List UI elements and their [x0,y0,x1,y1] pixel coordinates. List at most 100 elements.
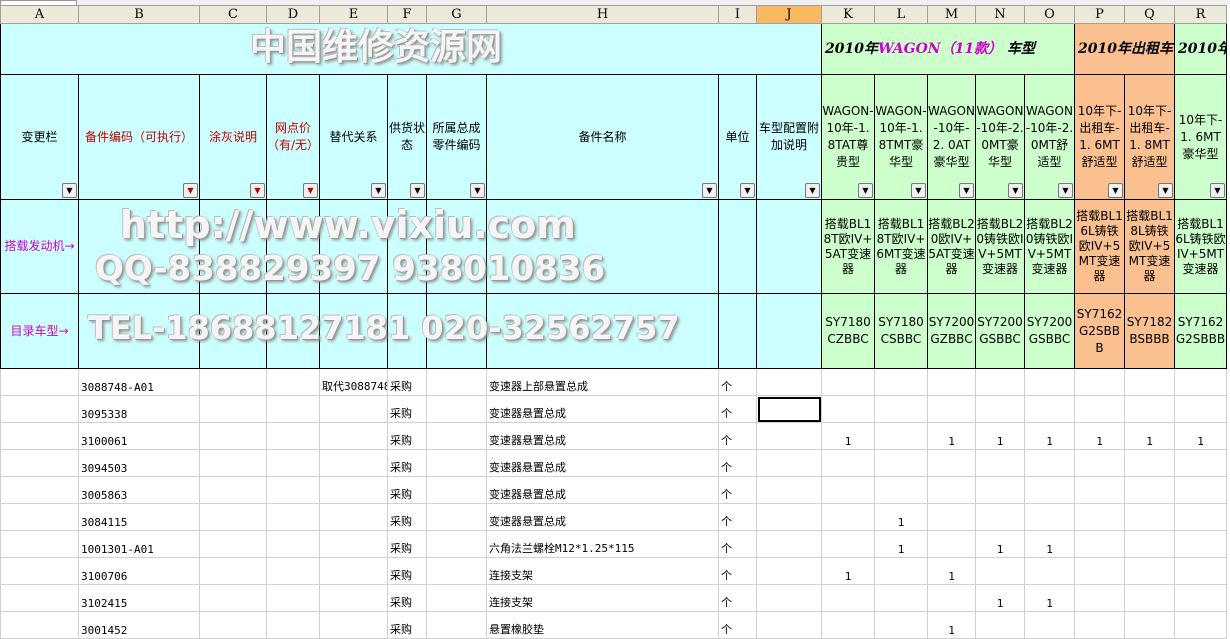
cell[interactable] [426,368,487,396]
quantity-Q[interactable] [1124,503,1175,531]
filter-dropdown-icon[interactable]: ▼ [740,183,755,198]
model-cell[interactable]: SY7162G2SBBB [1174,293,1227,369]
part-code[interactable]: 3094503 [78,449,200,477]
cell[interactable] [266,476,320,504]
filter-dropdown-icon[interactable]: ▼ [470,183,485,198]
header-F[interactable]: 供货状态 ▼ [387,74,427,200]
quantity-K[interactable] [821,530,875,558]
supply-status[interactable]: 采购 [387,584,427,612]
quantity-Q[interactable] [1124,611,1175,639]
quantity-P[interactable] [1074,449,1125,477]
cell[interactable] [266,449,320,477]
column-header-Q[interactable]: Q [1124,5,1175,24]
quantity-N[interactable]: 1 [975,530,1025,558]
unit[interactable]: 个 [718,611,757,639]
quantity-Q[interactable] [1124,476,1175,504]
supply-status[interactable]: 采购 [387,476,427,504]
part-name[interactable]: 变速器上部悬置总成 [486,368,719,396]
cell[interactable] [756,422,822,450]
quantity-L[interactable] [874,476,928,504]
quantity-R[interactable]: 1 [1174,422,1227,450]
cell[interactable] [199,368,267,396]
quantity-K[interactable] [821,368,875,396]
replacement[interactable] [319,476,388,504]
blank-cell[interactable] [718,199,757,294]
quantity-N[interactable] [975,368,1025,396]
filter-dropdown-icon[interactable]: ▼ [805,183,820,198]
filter-dropdown-icon[interactable]: ▼ [1210,183,1225,198]
model-cell[interactable]: SY7182BSBBB [1124,293,1175,369]
quantity-K[interactable]: 1 [821,422,875,450]
quantity-P[interactable] [1074,503,1125,531]
cell[interactable] [426,584,487,612]
cell[interactable] [199,503,267,531]
part-name[interactable]: 变速器悬置总成 [486,476,719,504]
quantity-R[interactable] [1174,395,1227,423]
replacement[interactable] [319,557,388,585]
blank-cell[interactable] [319,199,388,294]
engine-cell[interactable]: 搭载BL18L铸铁欧IV+5MT变速器 [1124,199,1175,294]
quantity-P[interactable] [1074,368,1125,396]
part-code[interactable]: 3100061 [78,422,200,450]
quantity-O[interactable]: 1 [1024,530,1075,558]
quantity-Q[interactable] [1124,449,1175,477]
column-header-E[interactable]: E [319,5,388,24]
quantity-R[interactable] [1174,530,1227,558]
column-header-K[interactable]: K [821,5,875,24]
engine-cell[interactable]: 搭载BL16L铸铁欧IV+5MT变速器 [1174,199,1227,294]
cell[interactable] [199,557,267,585]
cell[interactable] [426,476,487,504]
unit[interactable]: 个 [718,530,757,558]
column-header-N[interactable]: N [975,5,1025,24]
supply-status[interactable]: 采购 [387,422,427,450]
part-name[interactable]: 变速器悬置总成 [486,395,719,423]
filter-dropdown-icon[interactable]: ▼ [858,183,873,198]
cell[interactable] [756,584,822,612]
cell[interactable] [426,449,487,477]
quantity-M[interactable] [927,395,976,423]
quantity-K[interactable] [821,476,875,504]
model-cell[interactable]: SY7200GSBBC [975,293,1025,369]
cell[interactable] [0,395,79,423]
quantity-L[interactable] [874,557,928,585]
quantity-R[interactable] [1174,476,1227,504]
replacement[interactable] [319,530,388,558]
part-code[interactable]: 3100706 [78,557,200,585]
quantity-R[interactable] [1174,584,1227,612]
header-G[interactable]: 所属总成零件编码 ▼ [426,74,487,200]
cell[interactable] [0,584,79,612]
cell[interactable] [756,530,822,558]
cell[interactable] [266,557,320,585]
supply-status[interactable]: 采购 [387,530,427,558]
header-N[interactable]: WAGON-10年-2. 0MT豪华型 ▼ [975,74,1025,200]
quantity-O[interactable] [1024,557,1075,585]
cell[interactable] [756,557,822,585]
quantity-R[interactable] [1174,557,1227,585]
wagon-group-title[interactable]: 2010年WAGON（11款） 车型 [821,23,1075,75]
cell[interactable] [756,368,822,396]
engine-cell[interactable]: 搭载BL20欧IV+5AT变速器 [927,199,976,294]
quantity-L[interactable] [874,584,928,612]
cell[interactable] [266,422,320,450]
column-header-A[interactable]: A [0,5,79,24]
taxi-group-title[interactable]: 2010年出租车 [1074,23,1175,75]
unit[interactable]: 个 [718,449,757,477]
engine-cell[interactable]: 搭载BL18T欧IV+5AT变速器 [821,199,875,294]
quantity-L[interactable] [874,368,928,396]
model-cell[interactable]: SY7200GZBBC [927,293,976,369]
cell[interactable] [266,611,320,639]
quantity-Q[interactable]: 1 [1124,422,1175,450]
quantity-N[interactable] [975,611,1025,639]
unit[interactable]: 个 [718,395,757,423]
filter-dropdown-icon[interactable]: ▼ [410,183,425,198]
blank-cell[interactable] [387,293,427,369]
cell[interactable] [199,476,267,504]
part-name[interactable]: 连接支架 [486,557,719,585]
column-header-M[interactable]: M [927,5,976,24]
column-header-L[interactable]: L [874,5,928,24]
header-A[interactable]: 变更栏 ▼ [0,74,79,200]
quantity-M[interactable] [927,503,976,531]
filter-dropdown-icon[interactable]: ▼ [702,183,717,198]
header-H[interactable]: 备件名称 ▼ [486,74,719,200]
header-R[interactable]: 10年下-1. 6MT豪华型 ▼ [1174,74,1227,200]
